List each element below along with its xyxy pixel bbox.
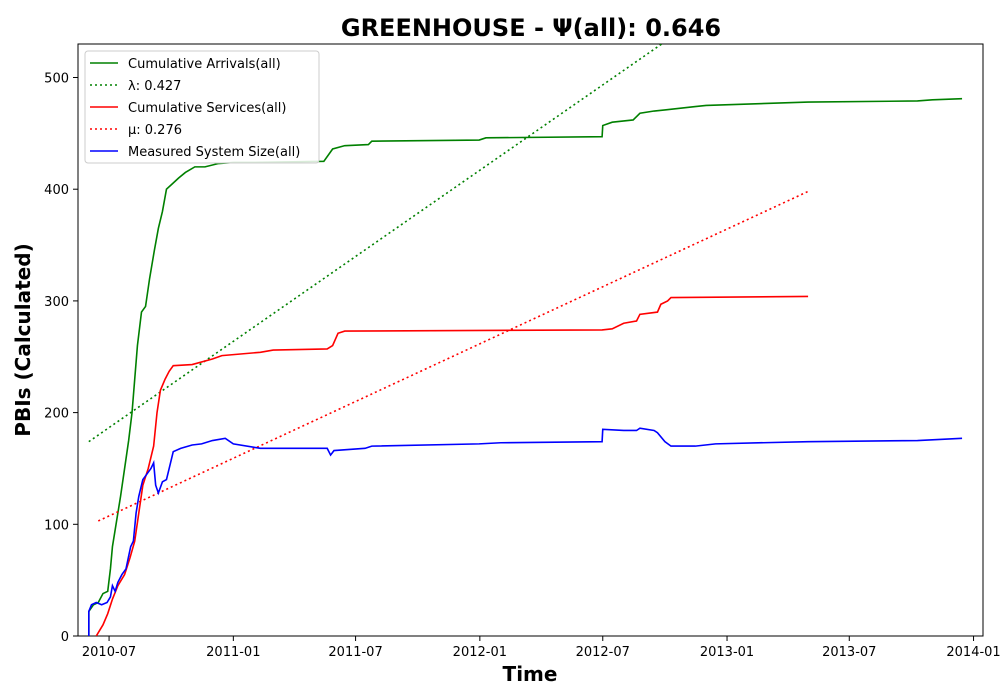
x-tick-label: 2014-01 [946, 645, 1000, 660]
series-layer [88, 44, 963, 636]
x-tick-label: 2012-01 [453, 645, 507, 660]
x-tick-label: 2010-07 [82, 645, 136, 660]
x-tick-label: 2013-01 [700, 645, 754, 660]
series-line-2 [88, 44, 664, 443]
x-tick-label: 2011-07 [328, 645, 382, 660]
plot-area: 2010-07 2011-01 2011-07 2012-01 2012-07 2013-… [44, 43, 1000, 660]
y-tick-label: 100 [44, 518, 69, 533]
series-line-4 [97, 190, 809, 522]
legend-label-cumulative-services-all: Cumulative Services(all) [128, 101, 286, 116]
legend-label-0-427: λ: 0.427 [128, 79, 181, 94]
y-tick-label: 200 [44, 407, 69, 422]
legend-box [84, 50, 320, 164]
legend-label-0-276: μ: 0.276 [128, 123, 182, 138]
legend-label-measured-system-size-all: Measured System Size(all) [128, 145, 300, 160]
y-tick-label: 500 [44, 72, 69, 87]
y-tick-label: 300 [44, 295, 69, 310]
x-axis-label: Time [503, 662, 558, 686]
y-axis-label: PBIs (Calculated) [11, 243, 35, 436]
chart-title: GREENHOUSE - Ψ(all): 0.646 [341, 14, 721, 42]
x-tick-label: 2011-01 [206, 645, 260, 660]
y-axis: 0 100 200 300 400 500 [44, 72, 78, 645]
y-tick-label: 0 [61, 630, 69, 645]
x-tick-label: 2012-07 [576, 645, 630, 660]
legend-label-cumulative-arrivals-all: Cumulative Arrivals(all) [128, 57, 281, 72]
plot-frame [77, 43, 984, 637]
series-line-1 [88, 97, 963, 636]
x-axis: 2010-07 2011-01 2011-07 2012-01 2012-07 2013-… [82, 636, 1000, 660]
legend: Cumulative Arrivals(all) λ: 0.427 Cumulati… [84, 50, 320, 164]
y-tick-label: 400 [44, 183, 69, 198]
x-tick-label: 2013-07 [822, 645, 876, 660]
series-line-3 [95, 295, 809, 636]
series-line-5 [88, 427, 963, 636]
